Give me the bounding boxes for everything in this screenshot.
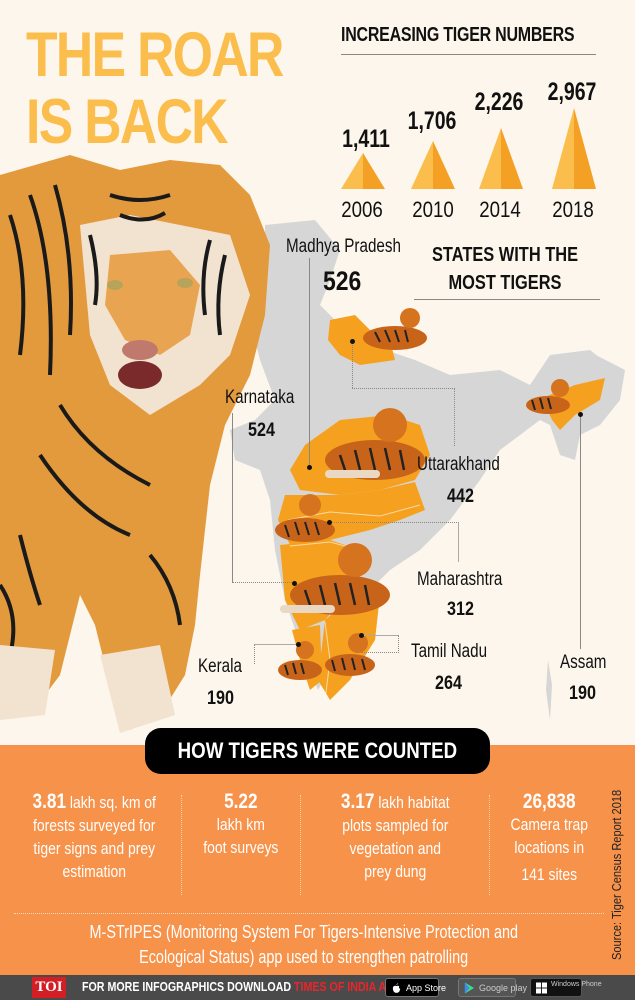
value-kerala: 190 <box>207 688 234 709</box>
uttarakhand-shape <box>328 315 395 365</box>
counted-panel <box>0 745 635 975</box>
stat-forest-surveyed: 3.81 lakh sq. km of forests surveyed for… <box>32 790 156 881</box>
counted-heading: HOW TIGERS WERE COUNTED <box>145 728 490 774</box>
footer-promo: FOR MORE INFOGRAPHICS DOWNLOAD TIMES OF … <box>82 979 401 994</box>
google-play-button[interactable]: Google play <box>458 978 527 997</box>
numbers-divider <box>341 54 596 55</box>
value-2006: 1,411 <box>342 125 390 153</box>
app-name-link[interactable]: TIMES OF INDIA APP <box>294 979 401 994</box>
value-2014: 2,226 <box>474 88 524 116</box>
numbers-heading: INCREASING TIGER NUMBERS <box>341 24 575 46</box>
tiger-icon-assam <box>526 379 570 414</box>
assam-shape <box>542 378 605 430</box>
pyramid-2018 <box>552 108 596 189</box>
india-map <box>230 220 625 720</box>
pyramid-2006 <box>341 153 385 189</box>
main-title: THE ROAR IS BACK <box>26 20 284 157</box>
tiger-icon-madhya-pradesh <box>325 408 425 480</box>
value-karnataka: 524 <box>248 420 275 441</box>
play-store-icon <box>464 982 475 994</box>
apple-icon <box>392 983 401 993</box>
tiger-icon-tamil-nadu <box>325 633 375 676</box>
value-assam: 190 <box>569 683 596 704</box>
tiger-illustration <box>0 155 270 733</box>
states-divider <box>414 299 600 300</box>
stat-camera-traps: 26,838 Camera trap locations in 141 site… <box>510 790 588 884</box>
value-madhya-pradesh: 526 <box>323 266 362 296</box>
year-2006: 2006 <box>341 197 383 222</box>
pyramid-2010 <box>411 141 455 189</box>
value-2010: 1,706 <box>407 107 457 135</box>
pyramid-2014 <box>479 128 523 189</box>
value-uttarakhand: 442 <box>447 486 474 507</box>
tiger-icon-uttarakhand <box>363 308 427 350</box>
value-tamil-nadu: 264 <box>435 673 462 694</box>
title-line-1: THE ROAR <box>26 20 284 90</box>
year-2018: 2018 <box>552 197 594 222</box>
year-2010: 2010 <box>412 197 454 222</box>
label-kerala: Kerala <box>198 656 242 677</box>
tiger-icon-maharashtra <box>275 494 335 542</box>
label-uttarakhand: Uttarakhand <box>417 454 500 475</box>
mstripes-note: M-STrIPES (Monitoring System For Tigers-… <box>89 922 519 967</box>
stat-habitat-plots: 3.17 lakh habitat plots sampled for vege… <box>340 790 450 881</box>
states-heading: STATES WITH THE MOST TIGERS <box>431 244 579 294</box>
footer-bar: TOI FOR MORE INFOGRAPHICS DOWNLOAD TIMES… <box>0 975 635 1000</box>
year-2014: 2014 <box>479 197 521 222</box>
value-2018: 2,967 <box>547 78 597 106</box>
label-tamil-nadu: Tamil Nadu <box>411 641 488 662</box>
andaman-islands <box>546 660 552 720</box>
windows-phone-button[interactable]: Windows Phone <box>530 978 602 997</box>
title-line-2: IS BACK <box>26 87 229 157</box>
toi-logo[interactable]: TOI <box>32 977 66 998</box>
label-karnataka: Karnataka <box>225 387 295 408</box>
tiger-icon-karnataka <box>280 543 390 615</box>
stat-foot-surveys: 5.22 lakh km foot surveys <box>203 790 279 857</box>
value-maharashtra: 312 <box>447 599 474 620</box>
label-madhya-pradesh: Madhya Pradesh <box>286 236 401 257</box>
source-credit: Source: Tiger Census Report 2018 <box>609 789 624 960</box>
label-assam: Assam <box>560 652 607 673</box>
label-maharashtra: Maharashtra <box>417 569 503 590</box>
app-store-button[interactable]: App Store <box>385 978 446 997</box>
windows-icon <box>536 982 547 994</box>
